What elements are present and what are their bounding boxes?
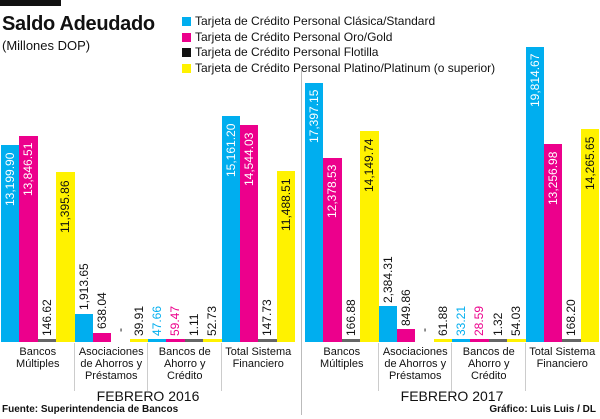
category-label: Total Sistema Financiero (529, 346, 596, 370)
category-divider (524, 343, 526, 391)
value-label: 52.73 (205, 305, 220, 336)
legend-swatch (182, 17, 191, 27)
bar (239, 125, 259, 342)
bar (543, 144, 563, 342)
bar (378, 306, 397, 342)
value-label: 13,846.51 (21, 142, 36, 197)
category-label: Total Sistema Financiero (225, 346, 292, 370)
value-label: 39.91 (131, 305, 146, 336)
value-label: 28.59 (472, 305, 487, 336)
value-label: 47.66 (150, 305, 164, 336)
category-divider (451, 343, 452, 391)
bar (74, 313, 93, 342)
legend-item-flotilla: Tarjeta de Crédito Personal Flotilla (182, 45, 495, 61)
value-label: - (417, 328, 432, 332)
bar (92, 332, 112, 342)
bar (488, 339, 508, 342)
bar (452, 339, 471, 342)
bar (129, 339, 149, 342)
value-label: 14,149.74 (362, 138, 377, 192)
category-label: Asociaciones de Ahorros y Préstamos (78, 346, 144, 382)
value-label: 14,544.03 (241, 132, 256, 186)
value-label: 61.88 (435, 305, 450, 336)
bar (184, 339, 204, 342)
bar (148, 339, 167, 342)
bar (562, 339, 581, 342)
bar (580, 129, 600, 342)
bar (203, 339, 222, 342)
value-label: 638.04 (94, 292, 109, 330)
bar (1, 145, 20, 342)
chart-title: Saldo Adeudado (2, 13, 155, 35)
bar (166, 339, 185, 342)
legend-swatch (182, 48, 191, 58)
period-divider (301, 70, 302, 415)
bar (221, 116, 240, 342)
value-label: 17,397.15 (307, 89, 321, 144)
bar (396, 329, 416, 342)
bar (56, 172, 75, 342)
value-label: 1,913.65 (76, 263, 91, 311)
period-label: FEBRERO 2016 (96, 388, 200, 404)
bar (19, 135, 38, 342)
bar (37, 339, 57, 342)
value-label: - (113, 328, 128, 332)
bar (470, 339, 489, 342)
bar (525, 46, 544, 342)
value-label: 11,395.86 (58, 180, 73, 233)
value-label: 13,256.98 (545, 151, 560, 206)
bar (341, 339, 361, 342)
period-label: FEBRERO 2017 (400, 388, 504, 404)
chart-subtitle: (Millones DOP) (2, 38, 91, 53)
category-divider (73, 343, 75, 391)
top-accent-bar (0, 0, 61, 6)
legend-item-standard: Tarjeta de Crédito Personal Clásica/Stan… (182, 14, 495, 30)
value-label: 166.88 (343, 299, 358, 336)
category-label: Bancos de Ahorro y Crédito (158, 346, 211, 382)
source-note: Fuente: Superintendencia de Bancos (2, 404, 179, 415)
value-label: 14,265.65 (582, 136, 597, 191)
bar (433, 339, 453, 342)
value-label: 59.47 (168, 305, 183, 336)
value-label: 12,378.53 (325, 164, 340, 219)
bar (507, 339, 526, 342)
bar (360, 131, 379, 342)
value-label: 2,384.31 (380, 256, 395, 304)
category-label: Bancos de Ahorro y Crédito (462, 346, 515, 382)
value-label: 849.86 (398, 289, 413, 327)
credit-note: Gráfico: Luis Luis / DL (489, 404, 596, 415)
legend-swatch (182, 63, 191, 73)
legend-swatch (182, 32, 191, 42)
bar (258, 339, 277, 342)
category-label: Bancos Múltiples (320, 346, 364, 370)
legend-item-platinum: Tarjeta de Crédito Personal Platino/Plat… (182, 61, 495, 77)
value-label: 1.32 (490, 312, 505, 336)
value-label: 19,814.67 (527, 53, 542, 108)
value-label: 54.03 (509, 305, 524, 336)
value-label: 11,488.51 (278, 178, 293, 232)
legend-item-gold: Tarjeta de Crédito Personal Oro/Gold (182, 30, 495, 46)
category-label: Bancos Múltiples (16, 346, 60, 370)
bar (305, 82, 324, 342)
value-label: 13,199.90 (3, 152, 17, 206)
value-label: 147.73 (260, 299, 275, 336)
legend: Tarjeta de Crédito Personal Clásica/Stan… (182, 14, 495, 76)
value-label: 146.62 (39, 299, 54, 336)
category-divider (147, 343, 148, 391)
value-label: 33.21 (454, 305, 468, 336)
category-divider (220, 343, 222, 391)
category-divider (377, 343, 379, 391)
value-label: 168.20 (564, 299, 579, 336)
bar (276, 170, 296, 342)
category-label: Asociaciones de Ahorros y Préstamos (382, 346, 448, 382)
value-label: 1.11 (186, 313, 201, 336)
value-label: 15,161.20 (223, 123, 238, 177)
bar (323, 157, 342, 342)
